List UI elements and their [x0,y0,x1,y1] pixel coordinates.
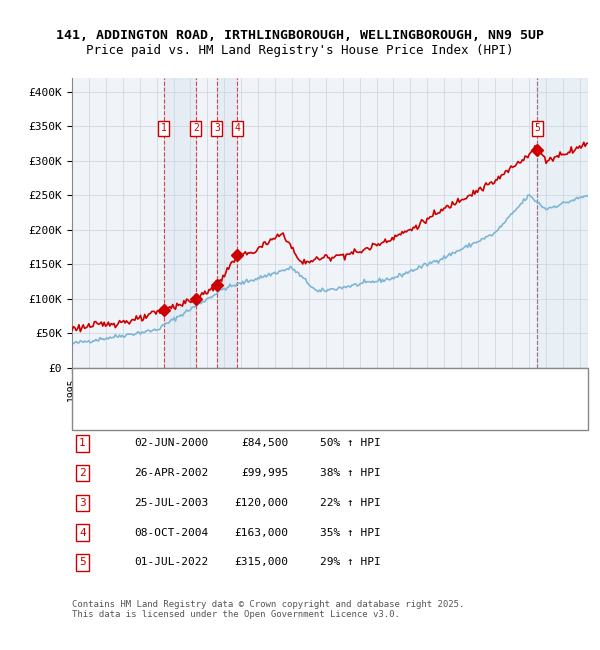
Text: HPI: Average price, semi-detached house, North Northamptonshire: HPI: Average price, semi-detached house,… [118,408,488,417]
Bar [217,78,237,368]
Text: 29% ↑ HPI: 29% ↑ HPI [320,558,380,567]
Text: Contains HM Land Registry data © Crown copyright and database right 2025.
This d: Contains HM Land Registry data © Crown c… [72,600,464,619]
Text: 2: 2 [79,468,86,478]
Text: 5: 5 [535,124,540,133]
Text: £163,000: £163,000 [235,528,289,538]
Text: 1: 1 [161,124,167,133]
Text: 141, ADDINGTON ROAD, IRTHLINGBOROUGH, WELLINGBOROUGH, NN9 5UP (semi-detached ho: 141, ADDINGTON ROAD, IRTHLINGBOROUGH, WE… [118,380,583,390]
Text: 4: 4 [235,124,240,133]
FancyBboxPatch shape [72,368,588,430]
Text: 35% ↑ HPI: 35% ↑ HPI [320,528,380,538]
Bar [164,78,196,368]
Text: 02-JUN-2000: 02-JUN-2000 [134,438,208,448]
Text: 22% ↑ HPI: 22% ↑ HPI [320,498,380,508]
Text: 2: 2 [193,124,199,133]
Text: 5: 5 [79,558,86,567]
Text: 08-OCT-2004: 08-OCT-2004 [134,528,208,538]
Text: 3: 3 [214,124,220,133]
Text: £84,500: £84,500 [241,438,289,448]
Text: 01-JUL-2022: 01-JUL-2022 [134,558,208,567]
Text: £120,000: £120,000 [235,498,289,508]
Text: 50% ↑ HPI: 50% ↑ HPI [320,438,380,448]
Text: 3: 3 [79,498,86,508]
Text: 38% ↑ HPI: 38% ↑ HPI [320,468,380,478]
Text: 26-APR-2002: 26-APR-2002 [134,468,208,478]
Text: £315,000: £315,000 [235,558,289,567]
Text: 141, ADDINGTON ROAD, IRTHLINGBOROUGH, WELLINGBOROUGH, NN9 5UP: 141, ADDINGTON ROAD, IRTHLINGBOROUGH, WE… [56,29,544,42]
Text: £99,995: £99,995 [241,468,289,478]
Text: 1: 1 [79,438,86,448]
Text: 4: 4 [79,528,86,538]
Bar [537,78,588,368]
Text: 25-JUL-2003: 25-JUL-2003 [134,498,208,508]
Text: Price paid vs. HM Land Registry's House Price Index (HPI): Price paid vs. HM Land Registry's House … [86,44,514,57]
